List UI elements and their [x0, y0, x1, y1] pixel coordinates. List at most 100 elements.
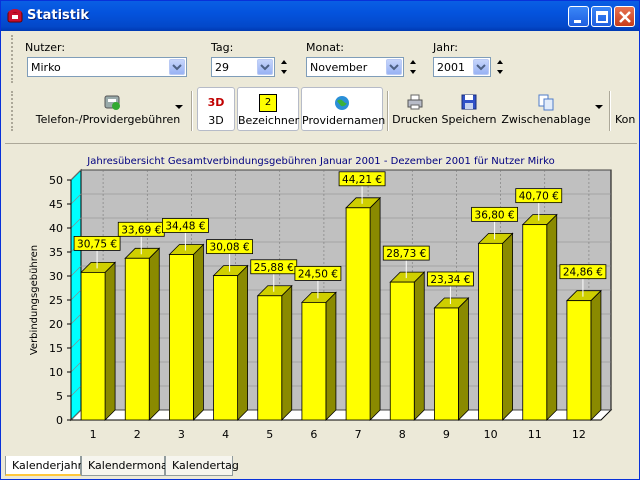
data-label-box: [206, 239, 253, 255]
data-label-box: [427, 271, 474, 287]
bar-side: [458, 297, 469, 421]
printer-icon: [407, 94, 423, 110]
bar: [522, 224, 548, 421]
data-label: 33,69 €: [121, 224, 161, 236]
close-icon: [619, 11, 631, 23]
window-title: Statistik: [27, 8, 90, 23]
grid-line-side: [70, 385, 82, 397]
speichern-button[interactable]: Speichern: [441, 87, 497, 131]
grid-line-side: [70, 265, 82, 277]
minimize-icon: [574, 20, 581, 23]
tag-value: 29: [215, 61, 229, 74]
jahr-spinner[interactable]: [495, 57, 505, 77]
x-tick-label: 10: [484, 428, 498, 441]
chevron-down-icon[interactable]: [257, 59, 273, 75]
data-label: 24,50 €: [298, 268, 338, 280]
bar: [213, 275, 238, 421]
monat-combobox[interactable]: November: [306, 57, 404, 77]
chevron-down-icon[interactable]: [386, 59, 402, 75]
globe-icon: [335, 96, 349, 110]
chart-title: Jahresübersicht Gesamtverbindungsgebühre…: [86, 156, 554, 167]
data-label-box: [559, 264, 607, 280]
tag-spinner[interactable]: [279, 57, 289, 77]
data-label: 24,86 €: [563, 267, 603, 279]
bar: [80, 271, 106, 421]
data-label-box: [162, 218, 209, 233]
monat-spinner[interactable]: [408, 57, 418, 77]
separator: [191, 91, 193, 131]
y-tick-label: 20: [49, 318, 63, 331]
data-label: 36,80 €: [475, 209, 515, 221]
nutzer-combobox[interactable]: Mirko: [27, 57, 187, 77]
telefon-providergebuehren-button[interactable]: Telefon-/Providergebühren: [29, 87, 195, 131]
y-tick-label: 5: [56, 390, 63, 403]
chevron-down-icon[interactable]: [169, 59, 185, 75]
drucken-button[interactable]: Drucken: [391, 87, 439, 131]
data-label-box: [338, 171, 386, 187]
bar-side: [590, 289, 602, 421]
grid-line-side: [70, 217, 82, 229]
data-label: 23,34 €: [430, 274, 470, 286]
data-label-box: [382, 245, 430, 261]
data-label: 28,73 €: [386, 248, 426, 260]
x-tick-label: 12: [572, 428, 586, 441]
grid-line-side: [70, 409, 82, 421]
tab-kalendermonat[interactable]: Kalendermonat: [81, 456, 172, 476]
y-tick-label: 0: [56, 414, 63, 427]
close-button[interactable]: [614, 6, 635, 27]
nutzer-value: Mirko: [31, 61, 61, 74]
tag-label: Tag:: [211, 41, 234, 54]
bar-chart: Jahresübersicht Gesamtverbindungsgebühre…: [29, 156, 613, 441]
data-label-box: [471, 206, 518, 222]
drucken-label: Drucken: [392, 113, 438, 126]
providernamen-button[interactable]: Providernamen: [301, 87, 385, 131]
toolbar-grip[interactable]: [11, 35, 13, 83]
jahr-combobox[interactable]: 2001: [433, 57, 491, 77]
bar-side: [369, 196, 381, 421]
zwischenablage-label: Zwischenablage: [501, 113, 591, 126]
data-label: 40,70 €: [519, 191, 559, 203]
3d-icon: 3D: [207, 96, 225, 109]
y-tick-label: 10: [49, 366, 63, 379]
title-bar[interactable]: Statistik: [1, 1, 639, 31]
zwischenablage-button[interactable]: Zwischenablage: [501, 87, 591, 131]
y-tick-label: 50: [49, 174, 63, 187]
data-label-box: [73, 236, 121, 251]
data-label-box: [515, 188, 563, 204]
grid-line-side: [70, 313, 82, 325]
y-tick-label: 40: [49, 222, 63, 235]
data-label: 25,88 €: [254, 262, 294, 274]
grid-line-side: [70, 193, 82, 205]
toolbar-grip[interactable]: [11, 91, 13, 131]
label-badge-icon: 2: [259, 94, 277, 112]
copy-icon: [538, 94, 554, 111]
grid-line-side: [70, 289, 82, 301]
kon-button[interactable]: Kon: [615, 87, 637, 131]
speichern-label: Speichern: [441, 113, 497, 126]
dropdown-arrow-icon[interactable]: [595, 105, 603, 111]
tag-combobox[interactable]: 29: [211, 57, 275, 77]
toggle-3d-button[interactable]: 3D 3D: [197, 87, 235, 131]
tab-kalendertag[interactable]: Kalendertag: [165, 456, 239, 476]
x-tick-label: 2: [134, 428, 141, 441]
bar-side: [237, 264, 248, 421]
bar: [478, 242, 503, 421]
data-label: 44,21 €: [342, 174, 382, 186]
x-tick-label: 11: [528, 428, 542, 441]
dropdown-arrow-icon[interactable]: [175, 105, 183, 111]
bar: [301, 301, 327, 421]
bar: [434, 307, 459, 421]
x-tick-label: 5: [266, 428, 273, 441]
chevron-down-icon[interactable]: [473, 59, 489, 75]
bezeichner-button[interactable]: 2 Bezeichner: [237, 87, 299, 131]
minimize-button[interactable]: [568, 6, 589, 27]
grid-line-side: [70, 337, 82, 349]
bar-side: [193, 243, 204, 421]
bar-side: [546, 213, 558, 421]
chart-panel: Jahresübersicht Gesamtverbindungsgebühre…: [5, 143, 637, 455]
maximize-button[interactable]: [591, 6, 612, 27]
y-tick-label: 35: [49, 246, 63, 259]
tab-kalenderjahr[interactable]: Kalenderjahr: [5, 456, 82, 476]
bar-side: [104, 261, 116, 421]
